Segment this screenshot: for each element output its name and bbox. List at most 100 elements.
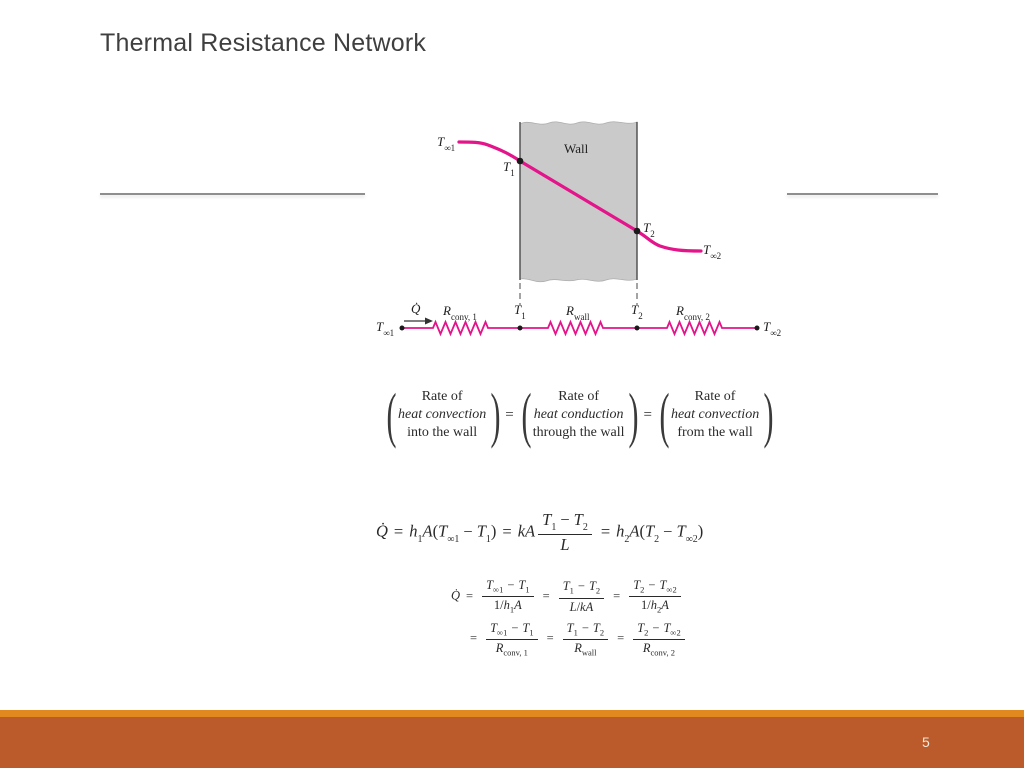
tok: = [600,521,611,541]
tok: 2 [644,627,649,638]
tok: 2 [650,228,655,239]
numerator: T1− T2 [538,510,592,535]
tok: T [476,521,486,541]
tok: ∞2 [670,627,681,638]
page-number: 5 [922,734,930,750]
denominator: L/kA [566,599,598,614]
resistance-equation-row-2: = T∞1− T1 Rconv, 1 = T1− T2 Rwall = T2− T∞2 Rconv, … [451,621,688,659]
equals-sign: = [643,406,652,423]
tok: − [511,620,519,635]
tok: ( [639,521,645,541]
tok: h [409,521,418,541]
divider-line-left [100,193,365,195]
tok: = [502,521,512,541]
tok: L [569,599,577,614]
label-T1-curve: T1 [503,160,515,177]
tok: = [542,588,550,603]
tok: ) [490,521,497,541]
tok: = [546,631,554,646]
fraction: T1− T2 L/kA [558,579,605,614]
tok: T [376,319,384,334]
page-title: Thermal Resistance Network [100,29,427,57]
rate-text: Rate of heat convection from the wall [670,388,760,443]
tok: T [676,521,686,541]
tok: − [581,620,589,635]
tok: − [648,578,656,592]
equals-sign: = [505,406,514,423]
tok: T [631,302,639,317]
right-paren: ) [490,381,501,449]
tok: − [663,521,673,541]
tok: T [663,620,671,635]
label-T-inf2-network: T∞2 [763,320,781,337]
tok: T [592,620,600,635]
tok: 2 [624,533,630,545]
tok: 1 [509,604,515,615]
tok: h [503,598,510,613]
rate-line: through the wall [532,425,625,441]
tok: 1 [525,584,530,595]
tok: 2 [595,585,601,596]
rate-line: Rate of [558,389,600,404]
network-node-Tinf1 [399,325,405,331]
label-R-wall: Rwall [566,304,589,321]
tok: T [562,579,570,594]
label-T-inf1-network: T∞1 [376,320,394,337]
tok: R [443,303,451,318]
label-R-conv2: Rconv, 2 [676,304,710,321]
tok: − [577,579,585,594]
tok: T [659,578,667,592]
tok: 2 [657,604,662,615]
label-T-inf2-curve: T∞2 [703,243,721,260]
tok: ∞1 [444,142,456,153]
tok: 1 [417,533,423,545]
tok: A [422,521,433,541]
tok: / [576,599,581,614]
denominator: Rconv, 1 [492,640,532,658]
tok: A [629,521,640,541]
temperature-curve [457,140,703,253]
tok: kA [517,521,536,541]
tok: R [566,303,574,318]
numerator: T1− T2 [558,579,605,599]
tok: conv, 2 [650,647,676,658]
label-T2-curve: T2 [643,221,655,238]
tok: T [518,578,526,592]
denominator: Rwall [570,640,600,658]
network-node-T2 [634,325,640,331]
tok: T [633,578,641,592]
rate-group-convection-in: ( Rate of heat convection into the wall … [383,381,501,449]
tok: − [652,620,660,635]
tok: T [437,134,445,149]
rate-line: Rate of [694,389,736,404]
network-node-Tinf2 [754,325,760,331]
left-paren: ( [659,381,670,449]
tok: ∞1 [447,533,460,545]
denominator: 1/h1A [490,597,526,615]
tok: 1 [529,627,534,638]
tok: ∞1 [383,327,395,338]
tok: 1/ [493,598,504,613]
fraction: T∞1− T1 1/h1A [482,578,534,616]
tok: ∞2 [666,584,677,595]
left-paren: ( [521,381,532,449]
tok: ∞1 [493,584,504,595]
rate-line: into the wall [407,425,478,441]
wall-edges [519,122,638,280]
tok: conv, 1 [503,647,528,658]
tok: − [463,521,473,541]
network-node-T1 [517,325,523,331]
tok: Q̇ [451,588,461,603]
right-paren: ) [763,381,774,449]
tok: T [637,620,645,635]
numerator: T2− T∞2 [629,578,681,598]
rate-line: heat conduction [533,407,624,423]
fraction: T1− T2 Rwall [562,620,609,659]
rate-line: from the wall [677,425,753,441]
tok: h [650,598,658,613]
tok: = [393,521,404,541]
tok: 1 [569,585,574,596]
tok: 2 [599,627,605,638]
tok: A [514,598,522,613]
